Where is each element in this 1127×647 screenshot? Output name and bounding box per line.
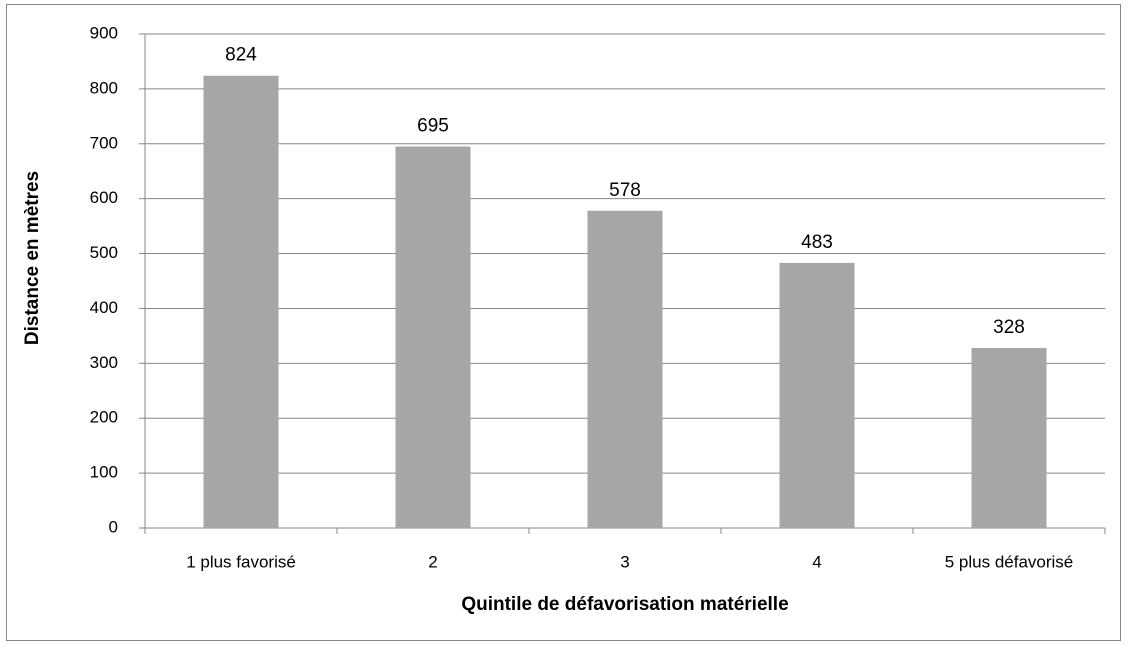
y-tick-label: 400: [90, 298, 118, 317]
x-tick-label: 1 plus favorisé: [186, 552, 296, 571]
data-label: 824: [225, 45, 257, 66]
y-tick-label: 800: [90, 78, 118, 97]
bar: [395, 146, 471, 528]
y-tick-label: 100: [90, 463, 118, 482]
data-label: 328: [993, 317, 1025, 338]
y-tick-label: 900: [90, 23, 118, 42]
x-tick-label: 4: [812, 552, 821, 571]
y-tick-label: 300: [90, 353, 118, 372]
y-tick-label: 500: [90, 243, 118, 262]
bar: [779, 262, 855, 528]
chart-frame: [6, 4, 1121, 641]
y-tick-label: 700: [90, 133, 118, 152]
bar: [203, 75, 279, 529]
data-label: 578: [609, 180, 641, 201]
data-label: 483: [801, 232, 833, 253]
x-tick-label: 5 plus défavorisé: [945, 552, 1074, 571]
data-label: 695: [417, 116, 449, 137]
x-axis-title: Quintile de défavorisation matérielle: [461, 594, 788, 615]
y-axis-title: Distance en mètres: [22, 171, 43, 345]
bar: [587, 210, 663, 528]
y-tick-label: 600: [90, 188, 118, 207]
y-tick-label: 0: [109, 517, 118, 536]
x-tick-label: 3: [620, 552, 629, 571]
y-tick-label: 200: [90, 408, 118, 427]
bar: [971, 347, 1047, 528]
x-tick-label: 2: [428, 552, 437, 571]
